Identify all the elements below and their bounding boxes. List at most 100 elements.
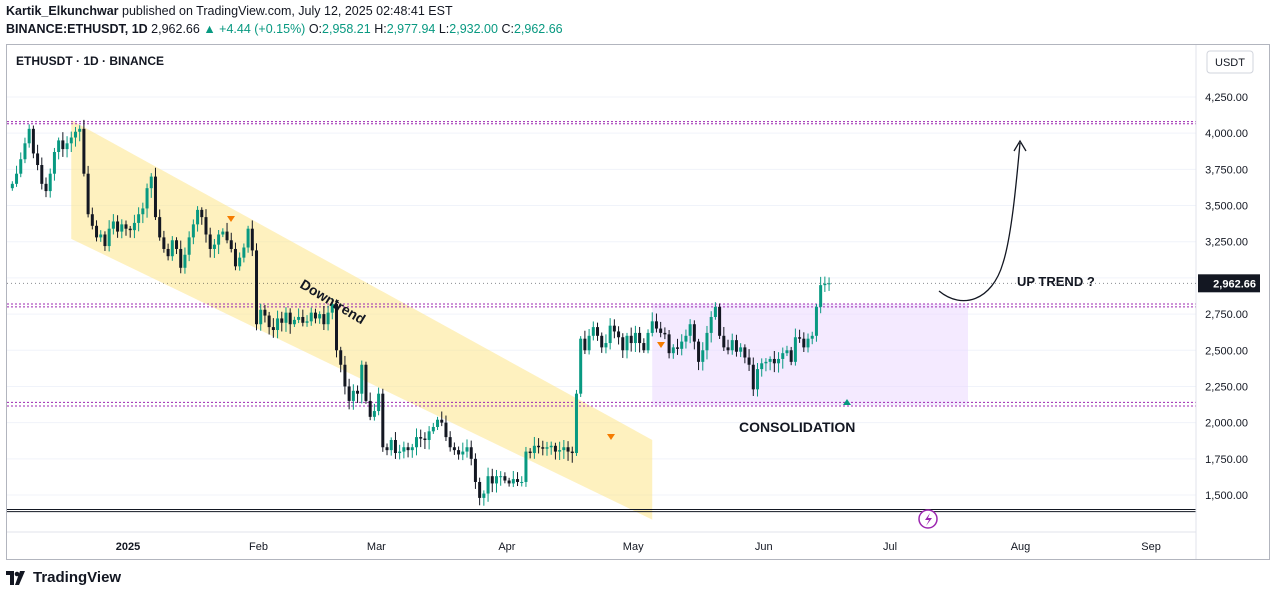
candle xyxy=(701,342,705,371)
candle xyxy=(798,329,802,343)
candle xyxy=(697,338,701,371)
candle-body xyxy=(423,438,427,441)
candle xyxy=(789,346,793,366)
candle xyxy=(541,440,545,456)
signal-marker xyxy=(607,434,615,440)
candle xyxy=(44,177,48,198)
candle-body xyxy=(444,422,448,438)
candle xyxy=(52,147,56,181)
candle-body xyxy=(183,254,187,268)
candle xyxy=(806,333,810,353)
candle-body xyxy=(351,390,355,401)
candle xyxy=(705,325,709,360)
candle-body xyxy=(69,137,73,144)
change-text: ▲ +4.44 (+0.15%) xyxy=(203,22,306,36)
candle xyxy=(364,361,368,404)
candle-body xyxy=(326,312,330,325)
candle-body xyxy=(166,248,170,257)
candle-body xyxy=(61,140,65,150)
tradingview-logo[interactable]: TradingView xyxy=(6,569,121,586)
candle xyxy=(814,303,818,342)
candle-body xyxy=(823,283,827,286)
candle-body xyxy=(322,314,326,325)
candle xyxy=(124,220,128,236)
candle-body xyxy=(360,364,364,394)
candle xyxy=(402,441,406,459)
candle xyxy=(802,332,806,353)
level-lines xyxy=(7,121,1196,513)
time-tick-label: Jul xyxy=(883,541,897,553)
candle-body xyxy=(452,447,456,451)
candle xyxy=(78,125,82,142)
candle-body xyxy=(781,353,785,359)
candle-body xyxy=(798,337,802,339)
candle xyxy=(309,307,313,326)
candle xyxy=(217,230,221,255)
candle-body xyxy=(772,358,776,364)
candle-body xyxy=(465,447,469,452)
candle xyxy=(233,242,237,271)
chart-frame[interactable]: Downtrend UP TREND ? CONSOLIDATION 1,500.0… xyxy=(6,44,1270,560)
price-chart[interactable]: Downtrend UP TREND ?CONSOLIDATION 1,500.0… xyxy=(7,45,1269,559)
candle-body xyxy=(229,240,233,249)
candle xyxy=(175,237,179,255)
candle xyxy=(389,437,393,456)
time-tick-label: Mar xyxy=(367,541,386,553)
time-tick-label: Sep xyxy=(1141,541,1161,553)
candle xyxy=(528,448,532,459)
chart-title: ETHUSDT · 1D · BINANCE xyxy=(16,54,164,68)
candle xyxy=(827,277,831,291)
candle xyxy=(688,319,692,344)
candle-body xyxy=(330,303,334,313)
candle xyxy=(238,252,242,271)
candle-body xyxy=(153,176,157,218)
candle-body xyxy=(680,341,684,349)
candle xyxy=(503,472,507,484)
candle-body xyxy=(777,358,781,364)
candle-body xyxy=(57,140,61,152)
projection-arrow xyxy=(938,142,1021,302)
time-tick-label: 2025 xyxy=(116,541,140,553)
candle-body xyxy=(406,447,410,451)
candle xyxy=(777,352,781,373)
candle xyxy=(229,232,233,253)
candle xyxy=(128,225,132,238)
candle-body xyxy=(120,224,124,232)
currency-label[interactable]: USDT xyxy=(1215,57,1245,69)
candle-body xyxy=(743,347,747,358)
candle xyxy=(313,308,317,324)
candle-body xyxy=(617,331,621,338)
candle xyxy=(629,327,633,352)
candle-body xyxy=(549,445,553,448)
candle xyxy=(377,387,381,416)
candle xyxy=(591,321,595,341)
candle xyxy=(608,318,612,350)
candle-body xyxy=(48,173,52,192)
price-tick-label: 3,500.00 xyxy=(1205,201,1248,213)
publish-info: Kartik_Elkunchwar published on TradingVi… xyxy=(6,4,453,18)
currency-button[interactable] xyxy=(1206,50,1254,74)
candle xyxy=(347,378,351,410)
candle-body xyxy=(170,240,174,257)
candle-body xyxy=(726,347,730,351)
candle-body xyxy=(789,350,793,362)
candle xyxy=(267,311,271,335)
author-name[interactable]: Kartik_Elkunchwar xyxy=(6,4,119,18)
candle xyxy=(469,440,473,466)
candle xyxy=(490,468,494,493)
candle xyxy=(246,225,250,253)
price-tick-label: 3,750.00 xyxy=(1205,164,1248,176)
last-price-badge xyxy=(1198,274,1260,293)
candle-body xyxy=(503,476,507,481)
candle-body xyxy=(579,338,583,394)
lightning-glyph xyxy=(925,513,932,526)
candle-body xyxy=(271,327,275,331)
candle-body xyxy=(511,479,515,484)
candle xyxy=(149,173,153,198)
candle-body xyxy=(608,325,612,344)
candle-body xyxy=(377,393,381,412)
open-label: O: xyxy=(308,22,323,36)
candle xyxy=(297,308,301,324)
candle-body xyxy=(650,321,654,333)
signal-marker xyxy=(843,399,851,405)
